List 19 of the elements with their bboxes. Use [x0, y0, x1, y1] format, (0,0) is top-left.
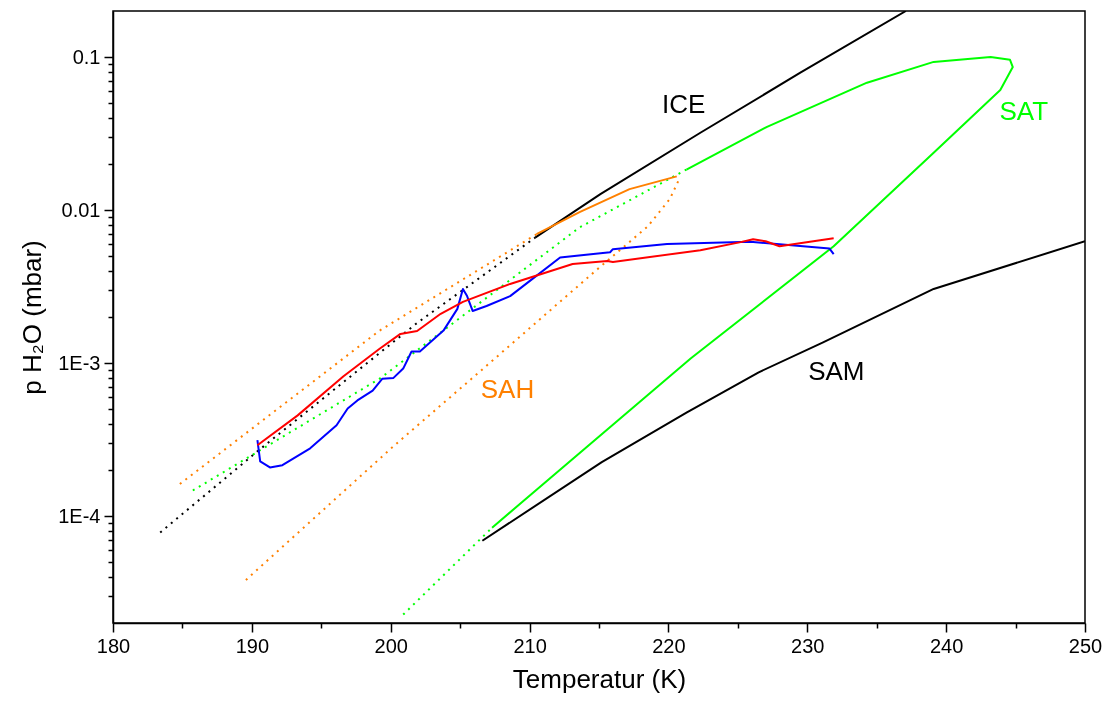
x-tick-label: 210 — [513, 634, 547, 657]
y-tick-label: 0.1 — [72, 45, 101, 68]
x-axis-title: Temperatur (K) — [512, 663, 687, 694]
line-series — [242, 180, 680, 584]
x-tick-label: 190 — [235, 634, 270, 657]
x-tick-label: 230 — [791, 634, 825, 657]
series-label: ICE — [662, 89, 706, 120]
y-tick-label: 1E-4 — [58, 504, 101, 527]
y-tick-label: 1E-3 — [58, 351, 101, 374]
x-tick-label: 220 — [652, 634, 686, 657]
y-axis-title: p H₂O (mbar) — [17, 240, 48, 395]
x-tick-label: 240 — [929, 634, 964, 657]
series-label: SAM — [808, 355, 865, 386]
series-label: SAT — [999, 95, 1049, 126]
series-label: SAH — [480, 373, 535, 404]
x-tick-label: 250 — [1068, 634, 1103, 657]
x-tick-label: 200 — [374, 634, 408, 657]
y-tick-label: 0.01 — [61, 198, 101, 221]
x-tick-label: 180 — [96, 634, 131, 657]
